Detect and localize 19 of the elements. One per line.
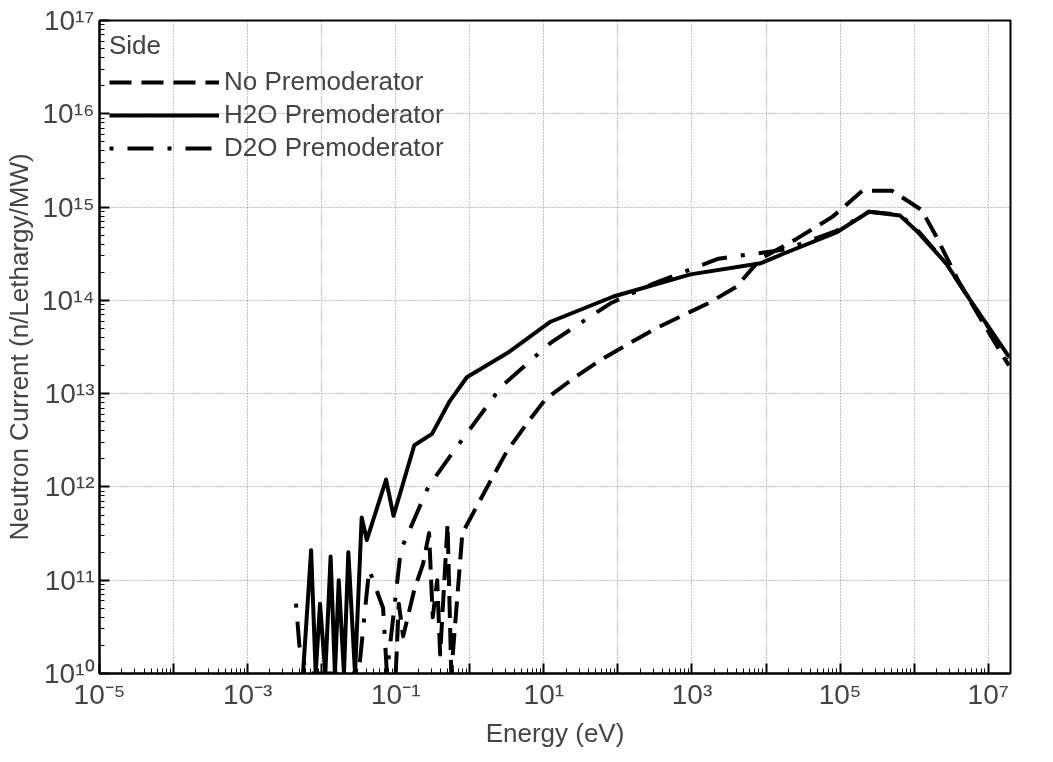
x-tick-label: 10³ bbox=[671, 678, 713, 710]
y-tick-label: 10¹⁷ bbox=[43, 5, 95, 36]
x-tick-label: 10⁵ bbox=[818, 678, 862, 710]
y-tick-label: 10¹⁴ bbox=[42, 284, 95, 316]
x-tick-label: 10⁻¹ bbox=[371, 678, 421, 710]
legend-label: No Premoderator bbox=[224, 66, 424, 97]
legend-title: Side bbox=[109, 30, 163, 61]
legend-label: D2O Premoderator bbox=[224, 132, 444, 163]
y-tick-label: 10¹³ bbox=[44, 378, 95, 410]
legend-label: H2O Premoderator bbox=[224, 99, 444, 130]
y-axis-title: Neutron Current (n/Lethargy/MW) bbox=[4, 153, 34, 541]
x-tick-label: 10⁷ bbox=[967, 678, 1009, 710]
x-tick-label: 10¹ bbox=[523, 678, 565, 710]
y-tick-label: 10¹⁵ bbox=[42, 191, 95, 223]
x-tick-label: 10⁻³ bbox=[222, 678, 273, 710]
y-tick-label: 10¹² bbox=[44, 471, 95, 503]
y-tick-label: 10¹⁶ bbox=[42, 98, 95, 130]
x-axis-title: Energy (eV) bbox=[485, 717, 625, 748]
y-tick-label: 10¹¹ bbox=[44, 564, 95, 596]
